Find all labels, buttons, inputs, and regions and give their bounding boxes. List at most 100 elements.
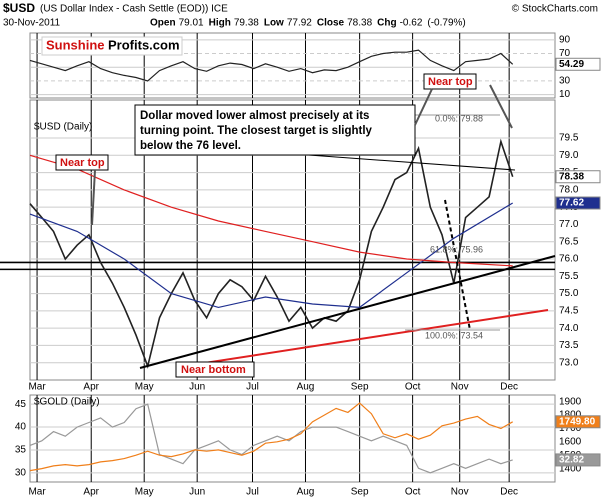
panel-title: $GOLD (Daily): [34, 397, 100, 408]
x-tick-label: Jul: [246, 382, 259, 393]
y-tick-label: 45: [15, 399, 27, 410]
x-tick-label: Dec: [500, 487, 518, 498]
label-box: [175, 361, 255, 378]
logo: Sunshine: [46, 37, 105, 52]
series-line: [29, 49, 514, 82]
x-tick-label: Oct: [405, 487, 421, 498]
description: (US Dollar Index - Cash Settle (EOD)) IC…: [40, 4, 228, 15]
quote-value: 79.01: [179, 18, 204, 29]
comment: Dollar moved lower almost precisely at i…: [140, 110, 369, 122]
value-tag: [555, 453, 601, 467]
y-tick-label: 35: [15, 445, 27, 456]
value-tag: [555, 415, 601, 429]
value-tag: [555, 196, 601, 210]
quote-label: Open: [150, 18, 176, 29]
x-tick-label: Apr: [83, 382, 99, 393]
value-tag: [555, 57, 601, 71]
quote-value: 78.38: [347, 18, 372, 29]
y-tick-label: 75.0: [559, 288, 579, 299]
panel-title: $USD (Daily): [34, 122, 92, 133]
comment-box: [134, 104, 416, 156]
y2-tick-label: 1400: [559, 463, 582, 474]
series-line: [29, 403, 513, 474]
y-tick-label: 73.5: [559, 340, 579, 351]
value-tag-label: 54.29: [559, 59, 584, 70]
value-tag-label: 32.82: [559, 455, 584, 466]
x-tick-label: May: [135, 487, 154, 498]
y-tick-label: 75.5: [559, 271, 579, 282]
series-line: [29, 402, 513, 472]
fib-dash: [444, 199, 471, 331]
x-tick-label: May: [135, 382, 154, 393]
y-tick-label: 10: [559, 89, 571, 100]
x-tick-label: Aug: [297, 382, 315, 393]
y2-tick-label: 1700: [559, 423, 582, 434]
comment: turning point. The closest target is sli…: [140, 125, 373, 137]
x-tick-label: Mar: [28, 382, 46, 393]
quote-label: Low: [264, 18, 284, 29]
y-tick-label: 74.5: [559, 306, 579, 317]
label-box: [55, 154, 109, 171]
annotation: Near bottom: [181, 364, 246, 376]
series-line: [29, 202, 514, 309]
x-tick-label: Jun: [189, 382, 205, 393]
x-tick-label: Sep: [351, 382, 369, 393]
rsi-frame: [29, 32, 556, 99]
x-tick-label: Dec: [500, 382, 518, 393]
y-tick-label: 90: [559, 34, 571, 45]
marks: 78.38 77.62 54.29 32.82 1749.80: [0, 49, 601, 474]
gold-frame: [29, 394, 556, 483]
y-tick-label: 40: [15, 422, 27, 433]
value-tag-label: 1749.80: [559, 416, 596, 427]
x-tick-label: Mar: [28, 487, 46, 498]
date: 30-Nov-2011: [3, 18, 61, 29]
fib-label: 100.0%: 73.54: [425, 330, 483, 340]
x-tick-label: Sep: [351, 487, 369, 498]
y-tick-label: 74.0: [559, 323, 579, 334]
fib-label: 61.8%: 75.96: [430, 244, 483, 254]
y-tick-label: 77.0: [559, 219, 579, 230]
copyright: © StockCharts.com: [512, 4, 598, 15]
y-tick-label: 79.5: [559, 133, 579, 144]
x-tick-label: Nov: [451, 487, 469, 498]
value-tag-label: 77.62: [559, 198, 584, 209]
pointer: [414, 88, 433, 126]
annotation: Near top: [60, 157, 105, 169]
y-tick-label: 79.0: [559, 150, 579, 161]
y-tick-label: 73.0: [559, 357, 579, 368]
pointer: [91, 169, 96, 226]
annotation: Near top: [428, 76, 473, 88]
quote: Open 79.01 High 79.38 Low 77.92 Close 78.38 Chg -…: [150, 18, 466, 29]
y-tick-label: 30: [15, 467, 27, 478]
series-line: [29, 154, 513, 267]
series-line: [29, 138, 514, 369]
label-box: [423, 73, 477, 90]
x-tick-label: Oct: [405, 382, 421, 393]
symbol: $USD: [3, 1, 35, 15]
trend-line: [184, 309, 549, 367]
x-tick-label: Aug: [297, 487, 315, 498]
quote-value: 77.92: [287, 18, 312, 29]
y2-tick-label: 1800: [559, 410, 582, 421]
quote-change-pct: (-0.79%): [427, 18, 465, 29]
y2-tick-label: 1900: [559, 396, 582, 407]
value-tag-label: 78.38: [559, 171, 584, 182]
value-tag: [555, 170, 601, 184]
y-tick-label: 76.5: [559, 236, 579, 247]
quote-label: High: [209, 18, 231, 29]
y2-tick-label: 1600: [559, 436, 582, 447]
quote-label: Close: [317, 18, 345, 29]
pointer: [489, 84, 513, 129]
x-tick-label: Jun: [189, 487, 205, 498]
logo-box: [41, 36, 183, 56]
quote-value: 79.38: [234, 18, 259, 29]
x-tick-label: Nov: [451, 382, 469, 393]
y-tick-label: 70: [559, 48, 571, 59]
quote-value: -0.62: [400, 18, 423, 29]
y-tick-label: 76.0: [559, 254, 579, 265]
quote-label: Chg: [377, 18, 396, 29]
comment: below the 76 level.: [140, 140, 241, 152]
y-tick-label: 78.0: [559, 185, 579, 196]
x-tick-label: Jul: [246, 487, 259, 498]
